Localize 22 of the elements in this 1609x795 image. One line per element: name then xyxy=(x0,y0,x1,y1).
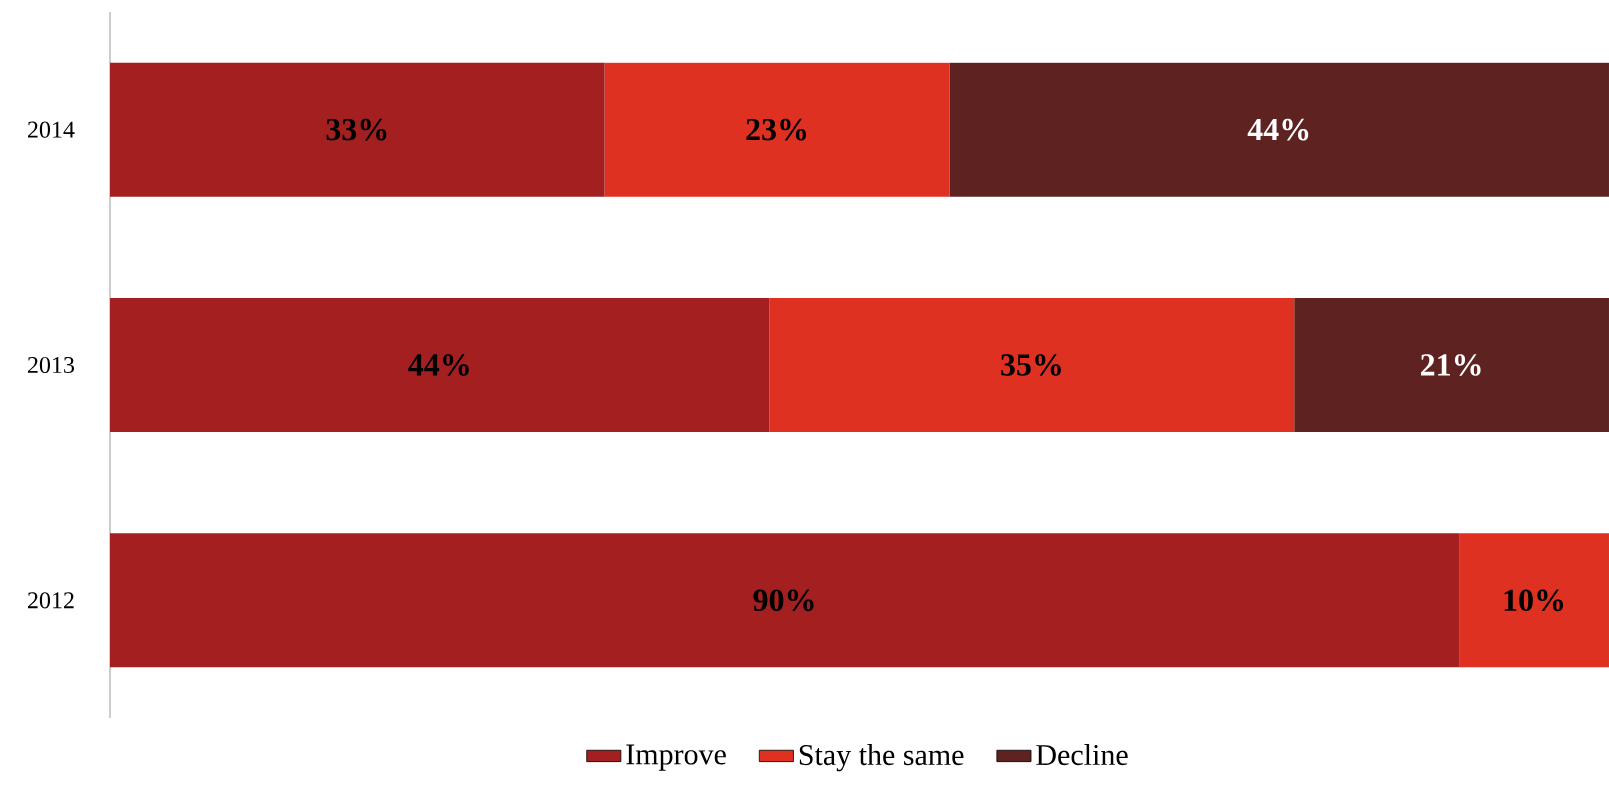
data-label: 10% xyxy=(1504,589,1564,612)
y-tick-label: 2013 xyxy=(28,356,75,374)
data-label: 33% xyxy=(326,118,387,141)
data-label: 21% xyxy=(1420,354,1481,376)
legend-label: Decline xyxy=(1036,744,1128,766)
data-label: 44% xyxy=(408,354,469,376)
bar xyxy=(949,62,1609,197)
bar xyxy=(110,533,1460,668)
legend-label: Improve xyxy=(626,744,726,771)
data-label: 35% xyxy=(1001,354,1061,376)
bar xyxy=(110,297,770,432)
legend-label: Stay the same xyxy=(799,744,964,772)
y-tick-label: 2012 xyxy=(28,592,74,609)
bar xyxy=(604,62,950,197)
data-label: 90% xyxy=(753,589,814,612)
bar xyxy=(769,297,1295,432)
bar xyxy=(1294,297,1609,432)
bar xyxy=(110,62,605,197)
bar xyxy=(1459,533,1609,668)
data-label: 23% xyxy=(746,118,807,141)
data-label: 44% xyxy=(1247,118,1309,141)
y-tick-label: 2014 xyxy=(28,121,75,138)
